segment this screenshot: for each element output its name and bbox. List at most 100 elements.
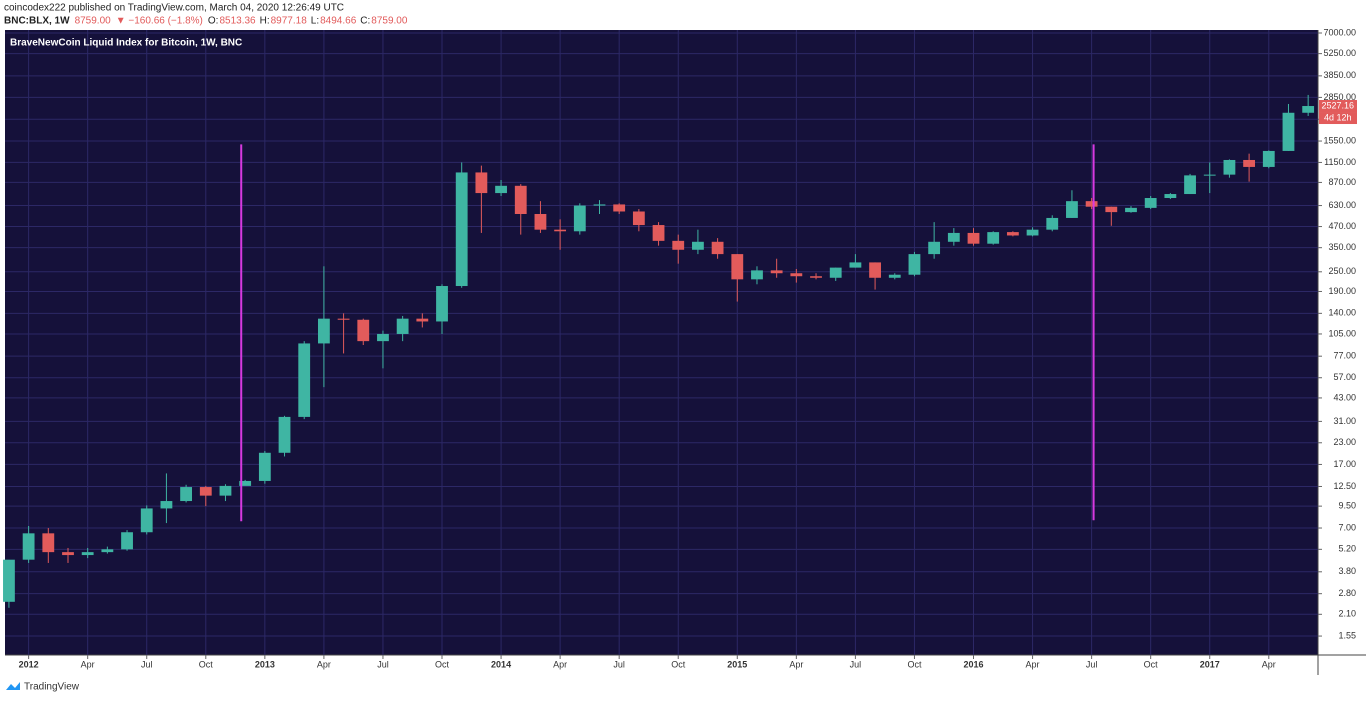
candle-body — [987, 232, 1000, 244]
ohlc-label: L: — [311, 16, 319, 27]
candle-body — [1223, 159, 1236, 175]
candle-body — [396, 318, 409, 334]
candle-body — [967, 232, 980, 244]
candle-body — [613, 204, 626, 212]
x-tick-label: 2015 — [727, 659, 747, 669]
candle-body — [947, 232, 960, 242]
x-tick-label: 2017 — [1200, 659, 1220, 669]
y-tick-label: 17.00 — [1333, 459, 1356, 469]
candle-body — [3, 559, 15, 602]
candle-body — [770, 270, 783, 274]
candle-body — [711, 241, 724, 255]
x-tick-label: Apr — [553, 659, 567, 669]
x-tick-label: 2016 — [963, 659, 983, 669]
candle-body — [1125, 207, 1137, 213]
candle-body — [1085, 201, 1098, 207]
y-tick-label: 105.00 — [1328, 328, 1356, 338]
x-tick-label: Oct — [435, 659, 450, 669]
candle-body — [455, 172, 468, 287]
candle-body — [888, 274, 901, 278]
candle-body — [239, 480, 252, 486]
last-price-label: 2527.16 — [1321, 100, 1354, 110]
x-tick-label: Jul — [1086, 659, 1098, 669]
candle-body — [810, 276, 822, 278]
x-tick-label: 2012 — [19, 659, 39, 669]
ohlc-value: 8513.36 — [219, 16, 256, 27]
candle-body — [1026, 229, 1039, 236]
y-tick-label: 57.00 — [1333, 372, 1356, 382]
publisher: coincodex222 published on TradingView.co… — [4, 3, 344, 14]
y-tick-label: 5250.00 — [1323, 48, 1356, 58]
candle-body — [928, 241, 941, 255]
candle-body — [573, 205, 586, 232]
y-tick-label: 3.80 — [1338, 566, 1356, 576]
candle-body — [652, 225, 665, 241]
candle-body — [1164, 194, 1177, 199]
candle-body — [22, 533, 35, 560]
candle-body — [829, 267, 842, 278]
grid — [5, 30, 1318, 655]
candle-body — [62, 552, 74, 556]
candle-body — [1203, 174, 1216, 176]
symbol-line: BNC:BLX, 1W 8759.00 ▼ −160.66 (−1.8%) O: 851… — [4, 16, 408, 27]
candle-body — [1302, 106, 1315, 113]
ohlc-value: 8977.18 — [271, 16, 308, 27]
candle-body — [849, 262, 862, 268]
countdown-label: 4d 12h — [1324, 112, 1352, 122]
candle-body — [180, 487, 193, 502]
candle-body — [751, 270, 763, 280]
candle-body — [908, 254, 921, 275]
candle-body — [317, 318, 330, 344]
y-tick-label: 350.00 — [1328, 242, 1356, 252]
y-tick-label: 140.00 — [1328, 308, 1356, 318]
ohlc-label: C: — [360, 16, 370, 27]
y-tick-label: 1.55 — [1338, 630, 1356, 640]
candle-body — [377, 333, 389, 342]
candle-body — [632, 211, 645, 226]
candle-body — [1144, 198, 1157, 208]
x-tick-label: 2013 — [255, 659, 275, 669]
candle-body — [692, 241, 704, 250]
last-price-badge — [1319, 100, 1357, 113]
change: ▼ −160.66 (−1.8%) — [116, 16, 203, 27]
x-tick-label: Jul — [850, 659, 862, 669]
ohlc-value: 8759.00 — [371, 16, 408, 27]
y-tick-label: 1550.00 — [1323, 135, 1356, 145]
candle-body — [1046, 217, 1059, 230]
candle-body — [416, 318, 429, 322]
y-tick-label: 9.50 — [1338, 501, 1356, 511]
last: 8759.00 — [75, 16, 112, 27]
candle-body — [790, 273, 803, 277]
candle-body — [160, 501, 173, 509]
y-tick-label: 250.00 — [1328, 266, 1356, 276]
y-tick-label: 870.00 — [1328, 177, 1356, 187]
candle-body — [534, 214, 547, 230]
footer-brand: TradingView — [24, 682, 80, 693]
x-tick-label: Oct — [907, 659, 922, 669]
candle-body — [475, 172, 488, 194]
x-tick-label: Oct — [1144, 659, 1159, 669]
y-tick-label: 630.00 — [1328, 200, 1356, 210]
candle-body — [199, 487, 212, 496]
y-tick-label: 23.00 — [1333, 437, 1356, 447]
candle-body — [1066, 201, 1078, 218]
x-tick-label: 2014 — [491, 659, 511, 669]
logo — [6, 682, 20, 690]
candle-body — [869, 262, 881, 278]
y-tick-label: 77.00 — [1333, 351, 1356, 361]
candle-body — [258, 452, 271, 481]
candle-body — [495, 185, 507, 194]
x-tick-label: Apr — [317, 659, 331, 669]
candle-body — [1282, 112, 1295, 151]
candle-body — [1243, 159, 1256, 167]
candle-body — [1184, 175, 1196, 195]
candle-body — [731, 254, 744, 280]
y-tick-label: 31.00 — [1333, 416, 1356, 426]
y-tick-label: 1150.00 — [1324, 157, 1356, 167]
x-tick-label: Apr — [1026, 659, 1040, 669]
candle-body — [554, 229, 567, 232]
x-tick-label: Apr — [789, 659, 803, 669]
candle-body — [121, 532, 133, 550]
